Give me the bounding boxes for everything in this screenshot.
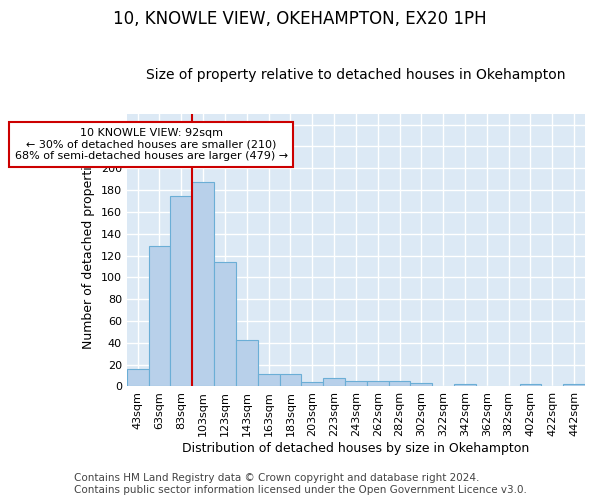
Bar xyxy=(520,384,541,386)
Bar xyxy=(389,381,410,386)
Text: Contains HM Land Registry data © Crown copyright and database right 2024.
Contai: Contains HM Land Registry data © Crown c… xyxy=(74,474,526,495)
Bar xyxy=(280,374,301,386)
Bar xyxy=(214,262,236,386)
Bar xyxy=(257,374,280,386)
Bar xyxy=(323,378,345,386)
Bar xyxy=(192,182,214,386)
Bar xyxy=(410,383,432,386)
Bar xyxy=(170,196,192,386)
Bar xyxy=(236,340,257,386)
Bar xyxy=(367,381,389,386)
Bar xyxy=(345,381,367,386)
X-axis label: Distribution of detached houses by size in Okehampton: Distribution of detached houses by size … xyxy=(182,442,530,455)
Bar xyxy=(454,384,476,386)
Text: 10, KNOWLE VIEW, OKEHAMPTON, EX20 1PH: 10, KNOWLE VIEW, OKEHAMPTON, EX20 1PH xyxy=(113,10,487,28)
Y-axis label: Number of detached properties: Number of detached properties xyxy=(82,152,95,348)
Title: Size of property relative to detached houses in Okehampton: Size of property relative to detached ho… xyxy=(146,68,566,82)
Bar xyxy=(301,382,323,386)
Bar xyxy=(563,384,585,386)
Text: 10 KNOWLE VIEW: 92sqm
← 30% of detached houses are smaller (210)
68% of semi-det: 10 KNOWLE VIEW: 92sqm ← 30% of detached … xyxy=(14,128,288,161)
Bar xyxy=(149,246,170,386)
Bar xyxy=(127,369,149,386)
